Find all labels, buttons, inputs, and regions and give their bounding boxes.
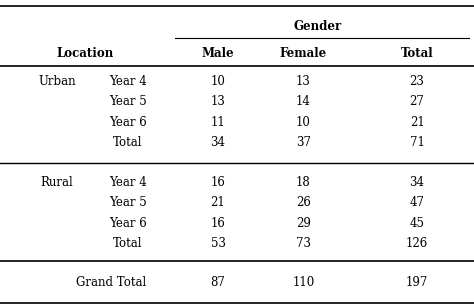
Text: Grand Total: Grand Total [76, 276, 146, 289]
Text: 34: 34 [410, 176, 425, 188]
Text: Urban: Urban [38, 75, 76, 88]
Text: 18: 18 [296, 176, 311, 188]
Text: 126: 126 [406, 237, 428, 250]
Text: Year 4: Year 4 [109, 75, 147, 88]
Text: 29: 29 [296, 217, 311, 230]
Text: Total: Total [113, 237, 143, 250]
Text: 16: 16 [210, 217, 226, 230]
Text: 27: 27 [410, 95, 425, 108]
Text: 21: 21 [210, 196, 226, 209]
Text: Location: Location [57, 47, 114, 60]
Text: Year 5: Year 5 [109, 196, 147, 209]
Text: Rural: Rural [40, 176, 73, 188]
Text: 10: 10 [210, 75, 226, 88]
Text: Total: Total [113, 136, 143, 149]
Text: Year 5: Year 5 [109, 95, 147, 108]
Text: 10: 10 [296, 116, 311, 129]
Text: 37: 37 [296, 136, 311, 149]
Text: 26: 26 [296, 196, 311, 209]
Text: 197: 197 [406, 276, 428, 289]
Text: 34: 34 [210, 136, 226, 149]
Text: 73: 73 [296, 237, 311, 250]
Text: 13: 13 [296, 75, 311, 88]
Text: 16: 16 [210, 176, 226, 188]
Text: 21: 21 [410, 116, 425, 129]
Text: 110: 110 [292, 276, 314, 289]
Text: Gender: Gender [293, 20, 342, 32]
Text: 23: 23 [410, 75, 425, 88]
Text: Year 6: Year 6 [109, 116, 147, 129]
Text: 13: 13 [210, 95, 226, 108]
Text: 87: 87 [210, 276, 226, 289]
Text: Male: Male [202, 47, 234, 60]
Text: Year 4: Year 4 [109, 176, 147, 188]
Text: 71: 71 [410, 136, 425, 149]
Text: 14: 14 [296, 95, 311, 108]
Text: 11: 11 [210, 116, 226, 129]
Text: 53: 53 [210, 237, 226, 250]
Text: 47: 47 [410, 196, 425, 209]
Text: Female: Female [280, 47, 327, 60]
Text: 45: 45 [410, 217, 425, 230]
Text: Year 6: Year 6 [109, 217, 147, 230]
Text: Total: Total [401, 47, 433, 60]
